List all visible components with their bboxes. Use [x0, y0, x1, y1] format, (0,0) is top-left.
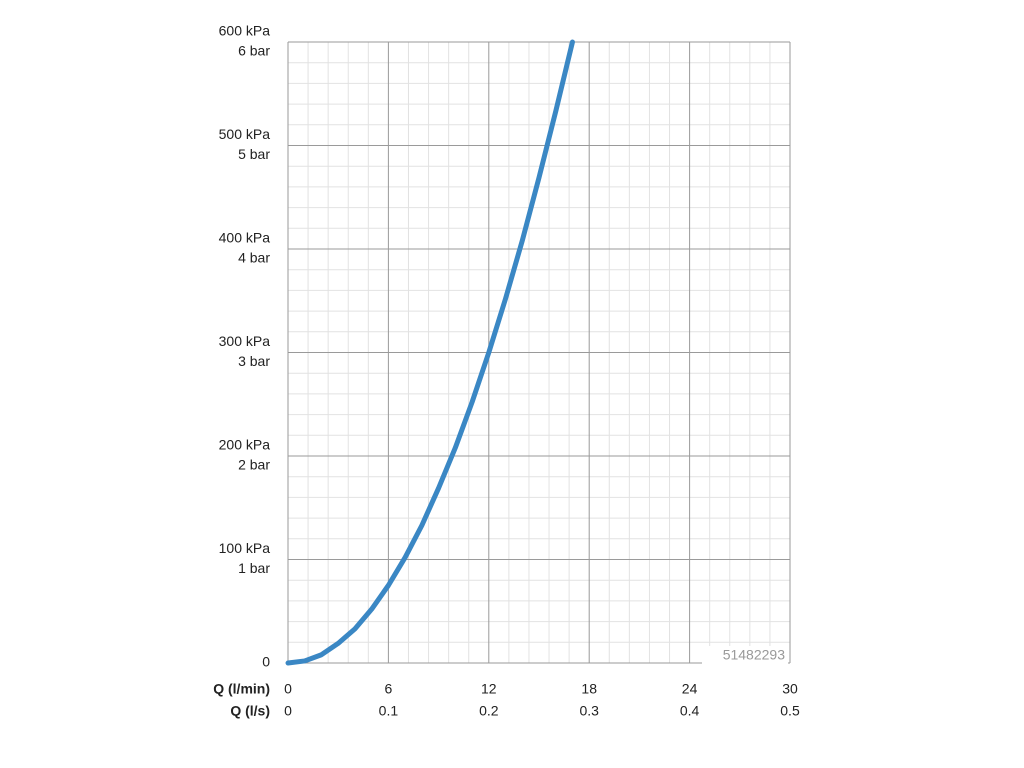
y-tick-label: 200 kPa	[219, 437, 271, 453]
x2-axis-label: Q (l/s)	[230, 703, 270, 719]
y2-tick-label: 1 bar	[238, 560, 270, 576]
x-tick-label: 6	[385, 681, 393, 697]
x-tick-label: 12	[481, 681, 497, 697]
x2-tick-label: 0.1	[379, 703, 399, 719]
x2-tick-label: 0.4	[680, 703, 700, 719]
y2-tick-label: 2 bar	[238, 457, 270, 473]
x-tick-label: 30	[782, 681, 798, 697]
x-tick-label: 18	[581, 681, 597, 697]
y-tick-label: 300 kPa	[219, 333, 271, 349]
x2-tick-label: 0.2	[479, 703, 499, 719]
x2-tick-label: 0	[284, 703, 292, 719]
y2-tick-label: 6 bar	[238, 43, 270, 59]
y-tick-label: 0	[262, 654, 270, 670]
x-tick-label: 24	[682, 681, 698, 697]
x2-tick-label: 0.3	[579, 703, 599, 719]
x2-tick-label: 0.5	[780, 703, 800, 719]
y2-tick-label: 4 bar	[238, 250, 270, 266]
y-tick-label: 500 kPa	[219, 126, 271, 142]
y2-tick-label: 5 bar	[238, 146, 270, 162]
y-tick-label: 600 kPa	[219, 23, 271, 39]
annotation-bg	[702, 646, 788, 664]
line	[285, 39, 575, 666]
y-tick-label: 400 kPa	[219, 230, 271, 246]
annotation: 51482293	[723, 647, 786, 663]
x-axis-label: Q (l/min)	[213, 681, 270, 697]
y2-tick-label: 3 bar	[238, 353, 270, 369]
y-tick-label: 100 kPa	[219, 540, 271, 556]
x-tick-label: 0	[284, 681, 292, 697]
